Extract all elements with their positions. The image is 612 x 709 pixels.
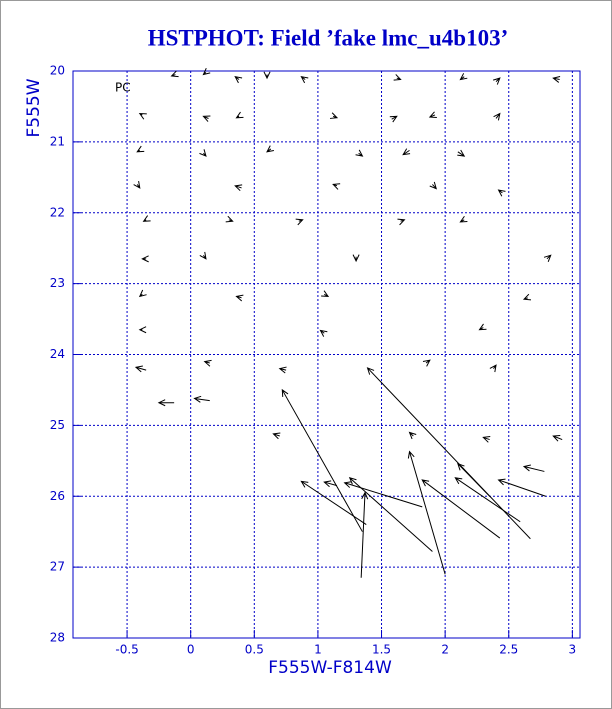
arrow: [323, 480, 338, 488]
arrow: [454, 477, 521, 523]
arrow: [234, 75, 243, 84]
arrow: [478, 323, 487, 331]
arrow: [421, 479, 501, 539]
chart-title: HSTPHOT: Field ’fake lmc_u4b103’: [148, 25, 509, 50]
arrow: [332, 183, 341, 190]
arrow: [428, 111, 437, 118]
arrow: [142, 215, 151, 222]
arrow: [457, 462, 491, 497]
arrow: [134, 365, 147, 373]
x-tick-label: -0.5: [115, 643, 138, 657]
arrow: [225, 215, 234, 223]
arrow: [422, 359, 431, 367]
x-tick-label: 2: [441, 643, 449, 657]
x-tick-label: 1.5: [372, 643, 391, 657]
arrow: [138, 289, 147, 298]
y-tick-label: 23: [50, 276, 65, 290]
arrow: [360, 491, 369, 578]
arrow: [482, 436, 491, 443]
arrow: [497, 478, 546, 497]
y-tick-label: 28: [50, 631, 65, 645]
arrow: [141, 255, 149, 263]
arrow: [457, 149, 466, 157]
x-tick-label: 3: [569, 643, 577, 657]
x-tick-label: 2.5: [499, 643, 518, 657]
arrow: [397, 218, 406, 226]
arrow: [522, 464, 545, 472]
arrow: [136, 145, 145, 153]
arrow: [295, 218, 304, 226]
arrow: [278, 366, 287, 374]
arrow: [138, 326, 147, 334]
arrow: [202, 115, 211, 122]
y-axis-label: F555W: [24, 78, 44, 137]
arrow: [459, 73, 468, 81]
arrow: [552, 75, 561, 83]
arrow: [321, 290, 330, 297]
arrow: [393, 74, 402, 81]
arrow: [157, 399, 175, 407]
arrow: [300, 480, 367, 526]
arrow: [263, 71, 271, 80]
arrow: [235, 111, 244, 119]
arrow: [408, 431, 417, 440]
arrow: [329, 112, 339, 119]
y-tick-label: 20: [50, 64, 65, 78]
y-tick-label: 25: [50, 418, 65, 432]
arrow: [281, 388, 363, 532]
arrow: [193, 395, 210, 403]
arrow: [272, 432, 281, 440]
arrow: [343, 481, 423, 508]
arrow: [266, 145, 274, 153]
arrow: [235, 294, 244, 302]
arrow: [170, 70, 179, 78]
arrow: [234, 184, 243, 192]
x-tick-label: 1: [314, 643, 322, 657]
arrow: [300, 75, 309, 84]
x-tick-label: 0.5: [245, 643, 264, 657]
arrow: [497, 189, 506, 197]
arrow: [319, 329, 328, 337]
arrow: [355, 149, 364, 157]
arrow: [429, 181, 438, 190]
arrow: [522, 293, 532, 301]
arrow: [352, 254, 360, 263]
y-tick-label: 21: [50, 134, 65, 148]
arrow: [203, 359, 212, 367]
arrow: [133, 180, 141, 189]
arrow: [493, 77, 501, 85]
annotation: PC: [115, 81, 131, 95]
y-tick-label: 22: [50, 205, 65, 219]
arrow: [489, 364, 497, 373]
arrow: [199, 251, 207, 260]
arrow: [552, 435, 563, 442]
arrow: [389, 115, 398, 123]
arrow: [402, 148, 411, 156]
y-tick-label: 27: [50, 560, 65, 574]
arrow: [543, 254, 552, 262]
arrow: [407, 450, 446, 575]
x-tick-label: 0: [187, 643, 195, 657]
arrow: [202, 67, 211, 76]
x-axis-label: F555W-F814W: [268, 658, 392, 678]
arrow: [199, 149, 207, 157]
arrow: [459, 215, 468, 223]
y-tick-label: 24: [50, 347, 65, 361]
y-tick-label: 26: [50, 489, 65, 503]
arrow: [138, 112, 147, 120]
arrow: [493, 112, 501, 121]
